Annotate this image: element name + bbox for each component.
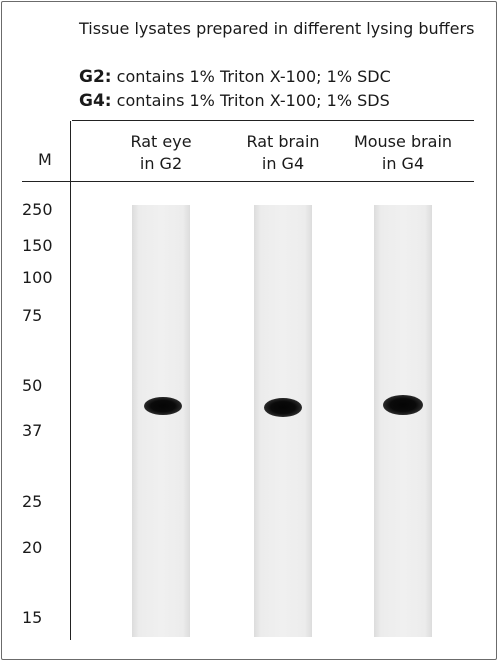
figure-title: Tissue lysates prepared in different lys… bbox=[79, 19, 475, 38]
lane-label-line1: Mouse brain bbox=[353, 132, 453, 151]
lane-label-line1: Rat eye bbox=[130, 132, 192, 151]
protein-band-1 bbox=[144, 397, 182, 415]
marker-label: 150 bbox=[22, 236, 53, 255]
marker-label: 50 bbox=[22, 376, 43, 395]
buffer-code: G2: bbox=[79, 67, 112, 87]
marker-label: 25 bbox=[22, 492, 43, 511]
marker-header: M bbox=[38, 150, 52, 169]
lane-label-line2: in G4 bbox=[381, 154, 425, 173]
lane-label-line2: in G4 bbox=[261, 154, 305, 173]
gel-lane-3 bbox=[374, 205, 432, 637]
protein-band-2 bbox=[264, 398, 302, 417]
marker-label: 100 bbox=[22, 268, 53, 287]
marker-label: 20 bbox=[22, 538, 43, 557]
lane-label-line2: in G2 bbox=[139, 154, 183, 173]
buffer-description: contains 1% Triton X-100; 1% SDC bbox=[111, 67, 391, 86]
lane-label-2: Rat brain in G4 bbox=[228, 131, 338, 175]
marker-label: 15 bbox=[22, 608, 43, 627]
protein-band-3 bbox=[383, 395, 423, 415]
buffer-legend-g4: G4: contains 1% Triton X-100; 1% SDS bbox=[79, 91, 390, 111]
lane-label-line1: Rat brain bbox=[246, 132, 320, 151]
marker-label: 37 bbox=[22, 421, 43, 440]
buffer-code: G4: bbox=[79, 91, 112, 111]
buffer-legend-g2: G2: contains 1% Triton X-100; 1% SDC bbox=[79, 67, 391, 87]
marker-column-divider bbox=[70, 121, 71, 640]
marker-label: 75 bbox=[22, 306, 43, 325]
buffer-description: contains 1% Triton X-100; 1% SDS bbox=[111, 91, 390, 110]
lane-label-1: Rat eye in G2 bbox=[106, 131, 216, 175]
marker-label: 250 bbox=[22, 200, 53, 219]
gel-lane-2 bbox=[254, 205, 312, 637]
lane-label-3: Mouse brain in G4 bbox=[338, 131, 468, 175]
header-divider bbox=[22, 181, 474, 182]
gel-lane-1 bbox=[132, 205, 190, 637]
legend-divider bbox=[72, 120, 474, 121]
